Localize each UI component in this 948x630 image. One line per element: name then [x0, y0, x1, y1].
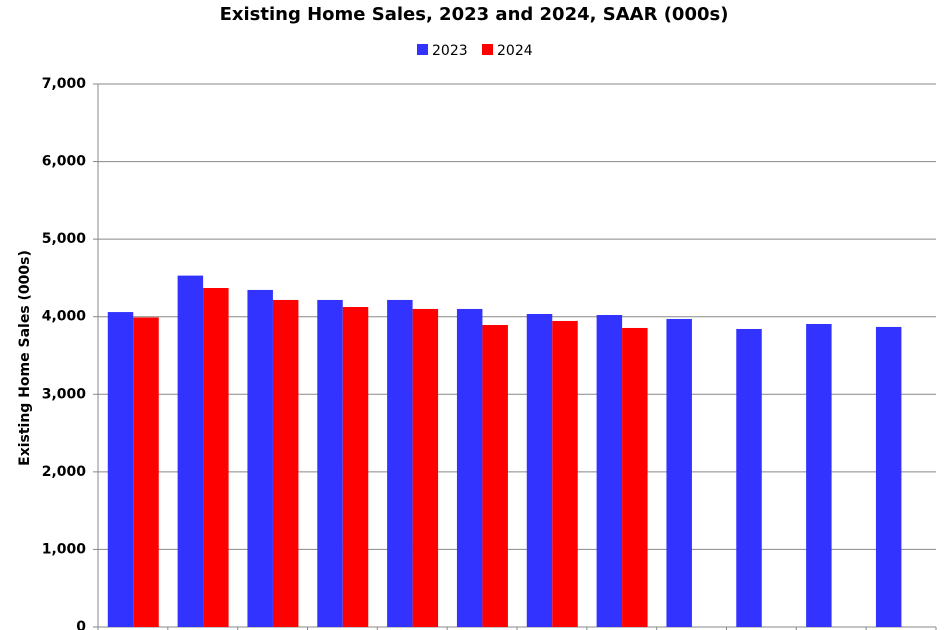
- y-tick-label: 5,000: [42, 231, 87, 247]
- y-tick-label: 6,000: [42, 154, 87, 170]
- y-tick-label: 3,000: [42, 386, 87, 402]
- bar: [133, 317, 159, 627]
- bar: [526, 313, 553, 627]
- y-tick-label: 1,000: [42, 541, 87, 557]
- bar: [272, 299, 299, 627]
- bar: [456, 308, 483, 627]
- bar: [875, 326, 902, 627]
- legend-swatch: [482, 44, 493, 55]
- y-axis-title: Existing Home Sales (000s): [17, 250, 33, 466]
- bar: [552, 320, 578, 627]
- bar: [247, 289, 273, 627]
- chart-title: Existing Home Sales, 2023 and 2024, SAAR…: [220, 4, 729, 25]
- bar: [596, 315, 623, 627]
- legend-label: 2023: [432, 43, 468, 59]
- bar: [317, 299, 343, 627]
- bar: [412, 308, 439, 627]
- bar: [736, 328, 762, 627]
- legend-label: 2024: [497, 43, 533, 59]
- bar: [622, 327, 648, 627]
- bar: [342, 307, 369, 627]
- bar: [177, 275, 204, 627]
- y-tick-label: 0: [76, 619, 86, 630]
- bar: [806, 324, 832, 627]
- bar: [482, 325, 508, 627]
- y-tick-label: 7,000: [42, 76, 87, 92]
- bar: [203, 288, 229, 627]
- y-tick-label: 2,000: [42, 464, 87, 480]
- bar: [387, 299, 413, 627]
- bar: [107, 312, 134, 627]
- bar: [666, 318, 692, 627]
- legend-swatch: [417, 44, 428, 55]
- y-tick-label: 4,000: [42, 309, 87, 325]
